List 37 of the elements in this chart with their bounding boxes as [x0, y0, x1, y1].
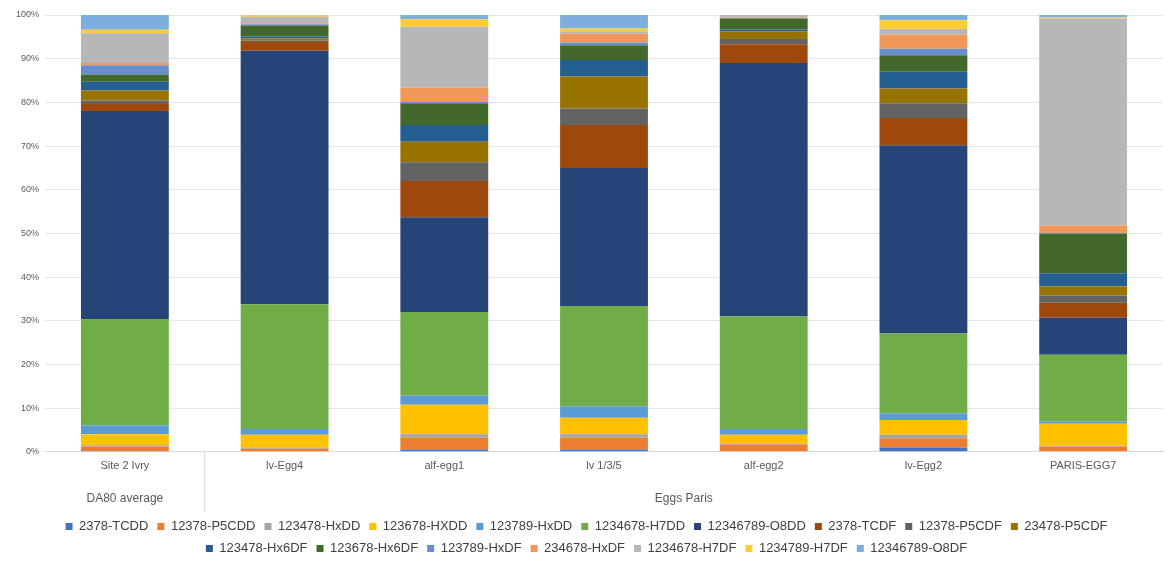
y-tick-label: 40%	[21, 271, 40, 282]
legend-label: 12346789-O8DD	[707, 518, 806, 534]
legend-label: 123789-HxDF	[440, 540, 522, 556]
x-tick-label: Site 2 Ivry	[100, 459, 150, 472]
legend-label: 23478-P5CDF	[1024, 518, 1108, 534]
text: Eggs Paris	[654, 491, 713, 506]
legend-label: 1234678-H7DD	[594, 518, 686, 534]
legend-label: 123478-HxDD	[277, 518, 361, 534]
y-tick-label: 50%	[21, 227, 40, 238]
legend-label: 234678-HxDF	[544, 540, 626, 556]
x-tick-label: lv 1/3/5	[586, 459, 622, 472]
x-tick-label: lv-Egg4	[265, 459, 304, 472]
legend-label: 123478-Hx6DF	[219, 540, 308, 556]
legend-label: 123789-HxDD	[489, 518, 573, 534]
y-tick-label: 0%	[26, 446, 40, 457]
x-tick-label: alf-egg2	[743, 459, 784, 472]
y-tick-label: 10%	[21, 402, 40, 413]
legend-label: 1234789-H7DF	[758, 540, 848, 556]
y-tick-label: 20%	[21, 358, 40, 369]
legend-label: 12378-P5CDF	[918, 518, 1002, 534]
y-tick-label: 80%	[21, 96, 40, 107]
x-tick-label: PARIS-EGG7	[1049, 459, 1117, 472]
legend-label: 1234678-H7DF	[647, 540, 737, 556]
legend-label: 12378-P5CDD	[170, 518, 256, 534]
y-tick-label: 70%	[21, 140, 40, 151]
y-tick-label: 100%	[15, 9, 40, 20]
legend-label: 123678-HXDD	[382, 518, 468, 534]
legend-label: 12346789-O8DF	[870, 540, 968, 556]
x-tick-label: alf-egg1	[424, 459, 465, 472]
y-tick-label: 60%	[21, 184, 40, 195]
x-tick-label: lv-Egg2	[904, 459, 943, 472]
y-tick-label: 30%	[21, 315, 40, 326]
legend-label: 2378-TCDF	[828, 518, 897, 534]
legend-label: 123678-Hx6DF	[330, 540, 419, 556]
legend-label: 2378-TCDD	[79, 518, 149, 534]
text: DA80 average	[86, 491, 164, 506]
y-tick-label: 90%	[21, 53, 40, 64]
